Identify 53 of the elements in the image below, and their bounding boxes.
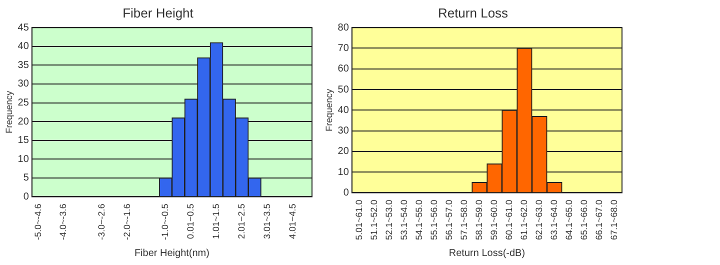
y-tick-label: 80 — [338, 22, 350, 34]
x-tick-label: 67.1~68.0 — [608, 200, 619, 240]
y-tick-label: 10 — [338, 166, 350, 178]
x-tick-label: 3.01~3.5 — [262, 204, 272, 240]
x-tick-label: 66.1~67.0 — [594, 200, 604, 240]
x-tick-label: -2.0~-1.6 — [122, 204, 132, 240]
y-tick-label: 20 — [18, 116, 30, 128]
y-tick-label: 0 — [23, 191, 30, 202]
chart-title: Fiber Height — [122, 5, 194, 20]
y-tick-label: 0 — [343, 187, 350, 198]
x-tick-label: 58.1~59.0 — [474, 200, 484, 240]
y-tick-label: 5 — [23, 172, 30, 184]
y-tick-label: 60 — [338, 64, 350, 75]
y-tick-label: 20 — [338, 146, 350, 158]
x-tick-label: 63.1~64.0 — [548, 200, 559, 240]
y-tick-label: 25 — [18, 98, 30, 109]
y-tick-label: 15 — [18, 135, 30, 146]
x-tick-label: 64.1~65.0 — [564, 200, 574, 240]
y-tick-label: 30 — [338, 126, 350, 137]
x-tick-label: 56.1~57.0 — [444, 200, 454, 240]
x-axis-title: Return Loss(-dB) — [448, 248, 526, 259]
y-tick-label: 30 — [18, 78, 30, 90]
x-tick-label: -1.0~-0.5 — [160, 204, 170, 240]
x-tick-label: 4.01~4.5 — [287, 204, 298, 240]
x-tick-label: 51.1~52.0 — [368, 200, 379, 240]
x-tick-label: 54.1~55.0 — [414, 200, 424, 240]
x-tick-label: 62.1~63.0 — [534, 200, 544, 240]
y-axis-title: Frequency — [324, 88, 334, 132]
x-tick-label: 5.01~61.0 — [354, 200, 364, 240]
x-axis-title: Fiber Height(nm) — [134, 248, 210, 259]
y-tick-label: 45 — [18, 22, 30, 34]
y-tick-label: 40 — [338, 104, 350, 116]
x-tick-label: 61.1~62.0 — [518, 200, 529, 240]
x-tick-label: 55.1~56.0 — [428, 200, 439, 240]
y-tick-label: 70 — [338, 42, 350, 54]
y-tick-label: 50 — [338, 84, 350, 96]
x-tick-label: 52.1~53.0 — [384, 200, 394, 240]
x-tick-label: 0.01~0.5 — [186, 204, 196, 240]
x-tick-label: 57.1~58.0 — [458, 200, 469, 240]
x-tick-label: 2.01~2.5 — [236, 204, 246, 240]
x-tick-label: -5.0~-4.6 — [32, 204, 43, 240]
y-axis-title: Frequency — [4, 90, 14, 134]
x-tick-label: 53.1~54.0 — [398, 200, 409, 240]
x-tick-label: 60.1~61.0 — [504, 200, 514, 240]
y-tick-label: 10 — [18, 154, 30, 165]
y-tick-label: 40 — [18, 41, 30, 52]
x-tick-label: 65.1~66.0 — [578, 200, 589, 240]
x-tick-label: 59.1~60.0 — [488, 200, 499, 240]
x-tick-label: -3.0~-2.6 — [96, 204, 106, 240]
x-tick-label: 1.01~1.5 — [211, 204, 222, 240]
y-tick-label: 35 — [18, 60, 30, 71]
x-tick-label: -4.0~-3.6 — [58, 204, 68, 240]
chart-title: Return Loss — [438, 5, 509, 20]
